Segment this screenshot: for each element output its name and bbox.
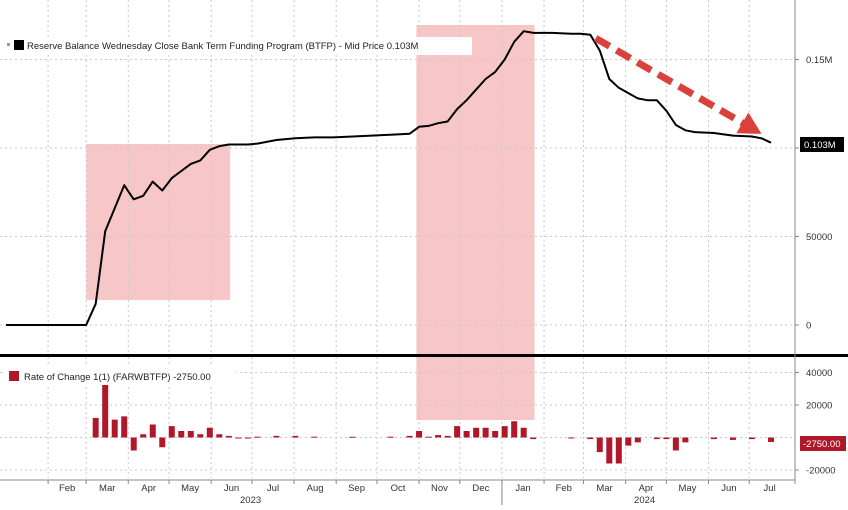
legends: Reserve Balance Wednesday Close Bank Ter…	[2, 37, 472, 385]
roc-bar-40	[606, 438, 612, 464]
x-month-label-14: Apr	[639, 483, 654, 494]
roc-bar-34	[511, 421, 517, 437]
roc-bar-15	[235, 438, 241, 439]
roc-bar-50	[749, 438, 755, 440]
roc-bar-0	[93, 418, 99, 438]
shaded-period-2	[416, 25, 534, 420]
x-month-label-16: Jun	[721, 483, 736, 494]
roc-bar-8	[169, 426, 175, 437]
roc-bar-12	[207, 428, 213, 438]
roc-bar-21	[349, 437, 355, 438]
roc-bar-23	[407, 436, 413, 438]
x-month-label-4: Jun	[224, 483, 239, 494]
roc-y-tick-label-2: 20000	[806, 401, 832, 412]
roc-bar-42	[625, 438, 631, 446]
x-month-label-9: Nov	[431, 483, 448, 494]
roc-bar-11	[197, 434, 203, 437]
x-year-label-0: 2023	[240, 495, 261, 505]
x-month-label-12: Feb	[556, 483, 572, 494]
x-month-label-1: Mar	[99, 483, 115, 494]
roc-bar-47	[682, 438, 688, 443]
trend-arrow-head	[736, 112, 761, 133]
x-month-label-11: Jan	[515, 483, 530, 494]
roc-bar-14	[226, 436, 232, 438]
trend-arrow	[596, 38, 762, 134]
roc-bar-17	[254, 437, 260, 438]
roc-bar-45	[663, 438, 669, 440]
roc-bar-48	[711, 438, 717, 440]
roc-bar-46	[673, 438, 679, 451]
roc-bar-49	[730, 438, 736, 440]
x-month-label-8: Oct	[391, 483, 406, 494]
roc-bar-5	[140, 434, 146, 437]
roc-legend-label: Rate of Change 1(1) (FARWBTFP) -2750.00	[24, 372, 211, 383]
roc-bar-4	[131, 438, 137, 451]
roc-bar-13	[216, 434, 222, 437]
main-y-tick-label-1: 50000	[806, 232, 832, 243]
shaded-periods	[86, 25, 534, 420]
roc-bar-2	[112, 420, 118, 438]
roc-bar-18	[273, 436, 279, 438]
roc-bar-16	[245, 438, 251, 439]
roc-bar-3	[121, 416, 127, 437]
roc-bar-31	[483, 428, 489, 438]
x-month-label-17: Jul	[764, 483, 776, 494]
roc-bar-19	[292, 436, 298, 438]
main-legend-label: Reserve Balance Wednesday Close Bank Ter…	[27, 41, 419, 52]
roc-bar-32	[492, 431, 498, 438]
roc-bar-51	[768, 438, 774, 442]
trend-arrow-shaft	[596, 38, 748, 126]
roc-bar-39	[597, 438, 603, 453]
roc-bar-29	[464, 431, 470, 438]
roc-bar-27	[445, 436, 451, 438]
roc-last-value-label: -2750.00	[803, 439, 841, 450]
roc-y-tick-label-3: 40000	[806, 368, 832, 379]
roc-y-tick-label-0: -20000	[806, 466, 836, 477]
main-legend-swatch	[14, 40, 24, 50]
x-year-label-1: 2024	[634, 495, 655, 505]
roc-bar-38	[587, 438, 593, 440]
roc-bar-37	[568, 438, 574, 439]
x-month-label-0: Feb	[59, 483, 75, 494]
main-legend-marker-grey	[7, 43, 10, 46]
roc-bar-7	[159, 438, 165, 448]
roc-bar-22	[388, 437, 394, 438]
roc-bar-26	[435, 435, 441, 437]
roc-bar-6	[150, 425, 156, 438]
roc-bar-30	[473, 428, 479, 438]
x-month-label-3: May	[181, 483, 199, 494]
roc-bar-36	[530, 438, 536, 440]
roc-bar-35	[521, 428, 527, 438]
x-month-label-15: May	[678, 483, 696, 494]
x-month-label-6: Aug	[307, 483, 324, 494]
roc-bar-41	[616, 438, 622, 464]
x-month-label-10: Dec	[472, 483, 489, 494]
roc-bar-25	[426, 437, 432, 438]
x-month-label-5: Jul	[267, 483, 279, 494]
x-month-label-2: Apr	[141, 483, 156, 494]
btfp-last-value-label: 0.103M	[804, 140, 836, 151]
main-y-tick-label-3: 0.15M	[806, 55, 832, 66]
roc-bar-9	[178, 431, 184, 438]
roc-bar-33	[502, 426, 508, 437]
roc-legend-swatch	[9, 371, 19, 381]
roc-bar-43	[635, 438, 641, 443]
roc-bar-20	[311, 437, 317, 438]
roc-bar-24	[416, 431, 422, 438]
shaded-period-1	[86, 144, 230, 300]
x-month-label-7: Sep	[348, 483, 365, 494]
main-y-tick-label-0: 0	[806, 321, 811, 332]
x-month-label-13: Mar	[596, 483, 612, 494]
roc-bar-28	[454, 426, 460, 437]
roc-bar-10	[188, 431, 194, 438]
roc-bar-44	[654, 438, 660, 440]
